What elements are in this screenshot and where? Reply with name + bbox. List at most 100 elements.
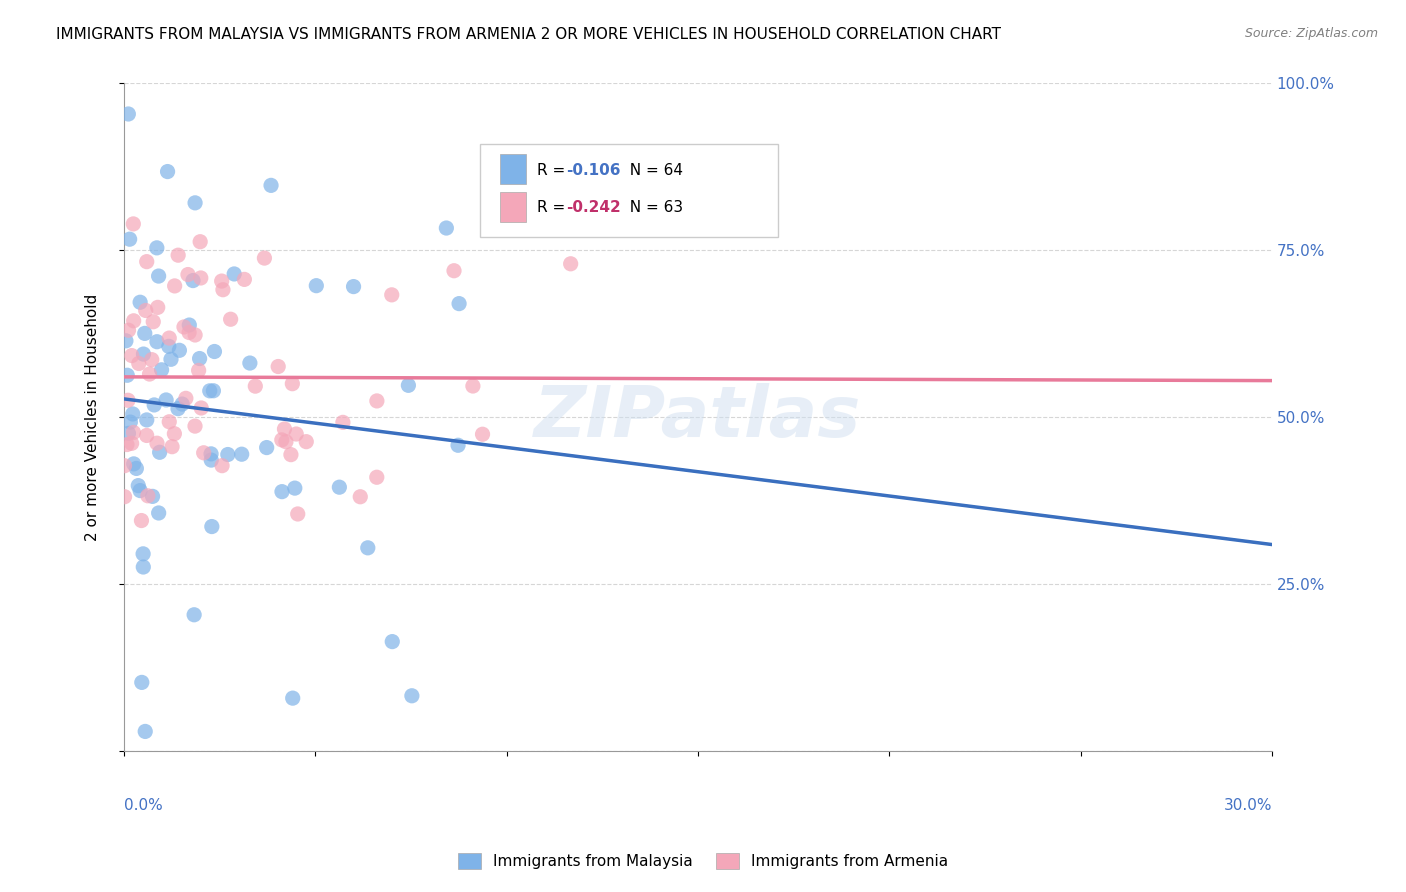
Text: Source: ZipAtlas.com: Source: ZipAtlas.com <box>1244 27 1378 40</box>
Immigrants from Malaysia <box>121 407 143 421</box>
Immigrants from Armenia <box>219 312 242 326</box>
Immigrants from Armenia <box>173 320 195 334</box>
Immigrants from Malaysia <box>117 107 139 121</box>
Immigrants from Armenia <box>212 283 235 297</box>
Immigrants from Armenia <box>285 427 308 442</box>
Immigrants from Malaysia <box>447 438 470 452</box>
Immigrants from Armenia <box>146 301 169 315</box>
Immigrants from Malaysia <box>172 397 194 411</box>
Immigrants from Malaysia <box>231 447 253 461</box>
Immigrants from Malaysia <box>146 334 169 349</box>
Immigrants from Malaysia <box>188 351 211 366</box>
Immigrants from Malaysia <box>129 295 152 310</box>
Immigrants from Malaysia <box>148 506 170 520</box>
Immigrants from Armenia <box>366 470 388 484</box>
Immigrants from Malaysia <box>132 560 155 574</box>
Immigrants from Malaysia <box>401 689 423 703</box>
Immigrants from Malaysia <box>200 453 222 467</box>
Immigrants from Armenia <box>121 436 143 450</box>
Immigrants from Armenia <box>122 425 145 440</box>
Immigrants from Malaysia <box>115 334 138 348</box>
Immigrants from Armenia <box>349 490 371 504</box>
Immigrants from Malaysia <box>217 448 239 462</box>
Immigrants from Malaysia <box>167 401 190 416</box>
Immigrants from Armenia <box>128 356 150 370</box>
Immigrants from Malaysia <box>169 343 191 358</box>
Immigrants from Armenia <box>193 446 215 460</box>
Immigrants from Malaysia <box>148 268 170 283</box>
Immigrants from Armenia <box>136 489 159 503</box>
Immigrants from Malaysia <box>131 675 153 690</box>
Immigrants from Armenia <box>443 264 465 278</box>
Immigrants from Armenia <box>281 376 304 391</box>
Text: N = 64: N = 64 <box>620 162 683 178</box>
Immigrants from Malaysia <box>160 352 183 367</box>
FancyBboxPatch shape <box>501 193 526 222</box>
Immigrants from Malaysia <box>118 232 141 246</box>
Immigrants from Malaysia <box>125 461 148 475</box>
Immigrants from Malaysia <box>181 274 204 288</box>
Immigrants from Malaysia <box>132 347 155 361</box>
Immigrants from Malaysia <box>305 278 328 293</box>
Text: ZIPatlas: ZIPatlas <box>534 383 862 452</box>
Immigrants from Armenia <box>295 434 318 449</box>
Immigrants from Malaysia <box>150 363 173 377</box>
Immigrants from Malaysia <box>117 368 139 383</box>
Immigrants from Malaysia <box>146 241 169 255</box>
Immigrants from Armenia <box>157 415 180 429</box>
Immigrants from Armenia <box>187 363 209 377</box>
Immigrants from Armenia <box>177 268 200 282</box>
Immigrants from Malaysia <box>271 484 294 499</box>
Immigrants from Armenia <box>253 251 276 265</box>
Immigrants from Armenia <box>131 514 153 528</box>
Immigrants from Malaysia <box>396 378 419 392</box>
Text: 0.0%: 0.0% <box>124 798 163 814</box>
Immigrants from Armenia <box>366 393 388 408</box>
Immigrants from Malaysia <box>260 178 283 193</box>
Immigrants from Armenia <box>142 315 165 329</box>
Immigrants from Malaysia <box>149 445 172 459</box>
Immigrants from Armenia <box>211 458 233 473</box>
Immigrants from Malaysia <box>342 279 364 293</box>
Immigrants from Armenia <box>184 328 207 343</box>
Text: IMMIGRANTS FROM MALAYSIA VS IMMIGRANTS FROM ARMENIA 2 OR MORE VEHICLES IN HOUSEH: IMMIGRANTS FROM MALAYSIA VS IMMIGRANTS F… <box>56 27 1001 42</box>
Immigrants from Malaysia <box>198 384 221 398</box>
Immigrants from Armenia <box>179 326 201 340</box>
Immigrants from Armenia <box>135 303 157 318</box>
Immigrants from Armenia <box>146 436 169 450</box>
Immigrants from Malaysia <box>142 489 165 503</box>
Immigrants from Malaysia <box>143 398 166 412</box>
Immigrants from Armenia <box>163 279 186 293</box>
Immigrants from Armenia <box>560 257 582 271</box>
Immigrants from Malaysia <box>155 392 177 407</box>
Immigrants from Malaysia <box>120 415 142 429</box>
Immigrants from Armenia <box>245 379 267 393</box>
Immigrants from Armenia <box>471 427 494 442</box>
Immigrants from Armenia <box>274 434 297 449</box>
Text: 30.0%: 30.0% <box>1223 798 1272 814</box>
Immigrants from Malaysia <box>122 457 145 471</box>
Immigrants from Malaysia <box>129 483 152 498</box>
Immigrants from Armenia <box>121 349 143 363</box>
Immigrants from Armenia <box>114 490 136 504</box>
Immigrants from Armenia <box>184 419 207 434</box>
Immigrants from Malaysia <box>256 441 278 455</box>
Immigrants from Malaysia <box>381 634 404 648</box>
Text: R =: R = <box>537 200 571 215</box>
Text: N = 63: N = 63 <box>620 200 683 215</box>
Immigrants from Armenia <box>233 272 256 286</box>
Immigrants from Armenia <box>157 331 180 345</box>
FancyBboxPatch shape <box>479 144 779 237</box>
Immigrants from Malaysia <box>224 267 246 281</box>
Immigrants from Malaysia <box>184 195 207 210</box>
Immigrants from Armenia <box>167 248 190 262</box>
Immigrants from Malaysia <box>157 339 180 353</box>
Text: R =: R = <box>537 162 571 178</box>
Y-axis label: 2 or more Vehicles in Household: 2 or more Vehicles in Household <box>86 293 100 541</box>
Immigrants from Armenia <box>381 288 404 302</box>
FancyBboxPatch shape <box>501 154 526 184</box>
Immigrants from Armenia <box>138 367 160 381</box>
Immigrants from Armenia <box>114 458 136 473</box>
Immigrants from Malaysia <box>434 221 457 235</box>
Legend: Immigrants from Malaysia, Immigrants from Armenia: Immigrants from Malaysia, Immigrants fro… <box>451 847 955 875</box>
